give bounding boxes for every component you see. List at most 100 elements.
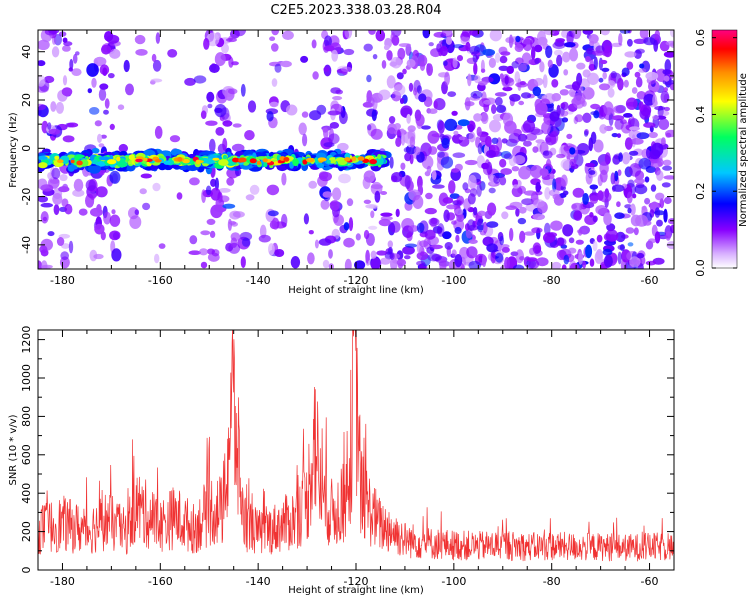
heatmap-cell [214,177,219,191]
heatmap-cell [467,124,474,133]
heatmap-cell [465,41,471,52]
heatmap-cell [525,133,537,141]
heatmap-cell [625,227,635,234]
heatmap-cell [561,117,569,123]
heatmap-cell [200,261,208,269]
heatmap-cell [135,49,148,56]
heatmap-cell [643,37,656,46]
heatmap-cell [594,250,603,264]
heatmap-cell [592,50,605,56]
x-tick-label: -160 [148,274,173,287]
heatmap-cell [657,110,670,117]
heatmap-cell [532,146,539,153]
colorbar-tick-label: 0.0 [694,259,707,277]
heatmap-cell [370,250,377,260]
heatmap-cell [38,155,48,160]
heatmap-cell [600,30,610,36]
heatmap-cell [598,83,611,91]
heatmap-cell [476,183,482,197]
heatmap-cell [451,249,457,257]
heatmap-cell [68,67,74,72]
heatmap-cell [457,119,470,127]
heatmap-cell [258,234,271,243]
heatmap-cell [339,110,348,125]
heatmap-cell [177,156,183,162]
heatmap-cell [610,71,617,79]
heatmap-cell [390,257,398,269]
heatmap-cell [566,133,573,140]
heatmap-cell [454,254,463,268]
heatmap-cell [269,36,276,41]
heatmap-cell [662,69,671,75]
heatmap-cell [636,252,645,259]
heatmap-cell [207,103,213,109]
colorbar: 0.0 0.2 0.4 0.6 Normalized spectral amplitu… [694,29,749,277]
heatmap-cell [111,248,122,262]
heatmap-cell [38,195,48,203]
heatmap-cell [509,227,514,242]
heatmap-cell [585,244,593,259]
heatmap-cell [627,242,634,247]
heatmap-cell [322,191,333,198]
heatmap-cell [226,177,235,186]
heatmap-cell [306,157,315,163]
heatmap-cell [316,162,325,169]
heatmap-cell [200,230,211,236]
heatmap-cell [663,51,674,58]
heatmap-cell [40,260,48,269]
heatmap-cell [58,186,70,193]
heatmap-cell [490,250,497,264]
heatmap-cell [550,220,563,231]
heatmap-cell [612,115,625,121]
heatmap-cell [657,158,664,167]
heatmap-cell [55,101,64,114]
heatmap-cell [543,232,556,244]
heatmap-cell [573,210,583,221]
heatmap-cell [643,93,656,106]
snr-xlabel: Height of straight line (km) [288,585,424,596]
heatmap-cell [107,159,117,165]
heatmap-cell [491,104,497,115]
heatmap-cell [531,227,543,234]
heatmap-cell [486,150,496,158]
heatmap-cell [575,239,584,245]
heatmap-cell [222,154,228,160]
heatmap-cell [464,101,475,107]
heatmap-cell [363,43,373,52]
heatmap-cell [517,217,527,225]
heatmap-cell [469,30,480,36]
heatmap-cell [624,204,632,209]
heatmap-cell [443,209,450,223]
heatmap-cell [228,242,241,254]
heatmap-cell [556,153,566,159]
heatmap-cell [635,76,643,88]
heatmap-cell [323,127,329,139]
heatmap-cell [486,161,493,175]
heatmap-cell [232,157,240,163]
heatmap-cell [150,78,163,83]
heatmap-cell [50,101,57,112]
heatmap-cell [554,237,567,247]
heatmap-cell [582,112,592,124]
heatmap-cell [200,110,207,119]
spectrogram-ticks: -180 -160 -140 -120 -100 -80 -60 -40 -20 0 20 40 [20,30,675,287]
heatmap-cell [503,153,513,160]
heatmap-cell [562,51,571,63]
heatmap-cell [389,156,394,169]
heatmap-cell [72,189,85,197]
y-tick-label: 40 [20,45,33,59]
heatmap-cell [549,130,559,145]
heatmap-cell [593,139,604,153]
heatmap-cell [214,52,226,67]
heatmap-cell [375,30,386,42]
x-tick-label: -100 [441,575,466,588]
heatmap-cell [241,237,251,247]
heatmap-cell [593,56,598,70]
heatmap-cell [619,244,625,252]
heatmap-cell [447,91,457,97]
heatmap-cell [521,198,534,206]
heatmap-cell [292,158,299,167]
heatmap-cell [574,114,584,123]
heatmap-cell [154,253,160,264]
